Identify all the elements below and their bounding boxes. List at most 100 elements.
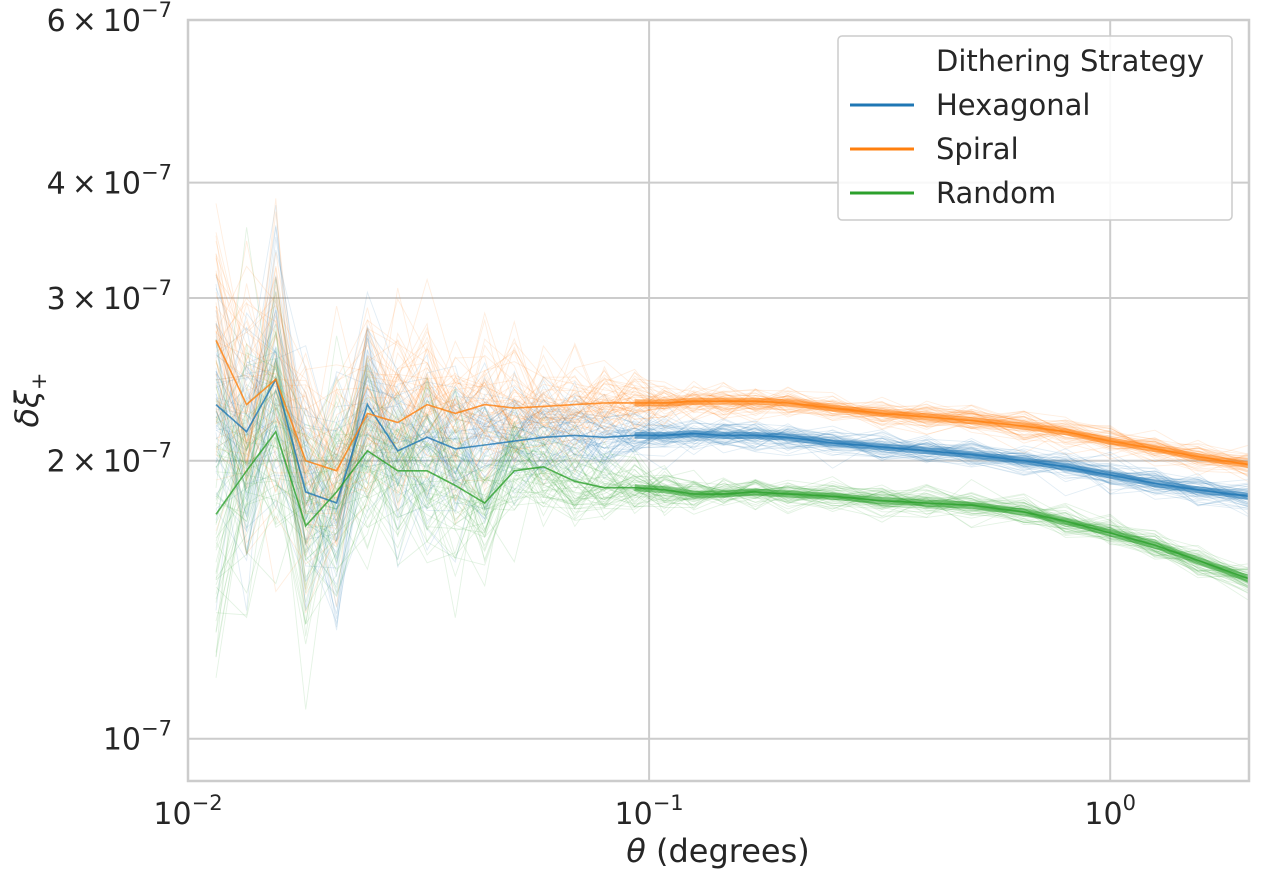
legend: Dithering Strategy Hexagonal Spiral Rand… — [837, 35, 1233, 221]
realization-line — [215, 360, 1249, 645]
realization-line — [215, 371, 1249, 505]
legend-label-hexagonal: Hexagonal — [936, 88, 1090, 122]
realization-line — [215, 405, 1249, 616]
x-tick-label: 10−2 — [153, 791, 222, 832]
realization-line — [215, 205, 1249, 612]
realization-line — [215, 320, 1249, 515]
series-line-spiral — [215, 339, 1249, 472]
legend-label-spiral: Spiral — [936, 132, 1019, 166]
realization-line — [215, 409, 1249, 633]
realization-line — [215, 389, 1249, 598]
realization-line — [215, 211, 1249, 487]
legend-box — [837, 35, 1233, 221]
series-line-hexagonal — [215, 377, 1249, 505]
realization-line — [215, 360, 1249, 531]
realization-line — [215, 322, 1249, 619]
realization-line — [215, 343, 1249, 466]
y-tick-label: 10−7 — [103, 717, 172, 758]
realization-line — [215, 254, 1249, 523]
realization-line — [215, 330, 1249, 478]
realization-line — [215, 283, 1249, 506]
realization-line — [215, 375, 1249, 530]
realization-line — [215, 326, 1249, 529]
realization-line — [215, 399, 1249, 588]
realization-line — [215, 375, 1249, 632]
y-axis-subscript: + — [27, 372, 51, 390]
realization-line — [215, 277, 1249, 485]
realization-line — [215, 323, 1249, 552]
realization-line — [215, 400, 1249, 603]
realization-line — [215, 305, 1249, 563]
realization-line — [215, 338, 1249, 490]
realization-line — [215, 312, 1249, 508]
y-axis-symbol: δξ — [8, 389, 46, 428]
realization-line — [215, 383, 1249, 586]
realization-line — [215, 365, 1249, 506]
y-tick-label: 2 × 10−7 — [47, 439, 172, 480]
realization-line — [215, 367, 1249, 583]
realization-line — [215, 360, 1249, 514]
x-axis-symbol: θ — [626, 832, 646, 870]
realization-line — [215, 343, 1249, 657]
realization-line — [215, 348, 1249, 540]
realizations-spiral — [215, 198, 1249, 614]
realization-line — [215, 320, 1249, 529]
realization-line — [215, 315, 1249, 476]
realization-line — [215, 297, 1249, 499]
x-axis-text: (degrees) — [656, 832, 810, 870]
realization-line — [215, 341, 1249, 494]
realization-line — [215, 266, 1249, 490]
legend-label-random: Random — [936, 176, 1056, 210]
realization-line — [215, 373, 1249, 584]
x-tick-label: 100 — [1084, 791, 1136, 832]
realization-line — [215, 390, 1249, 585]
y-tick-label: 3 × 10−7 — [47, 276, 172, 317]
realization-line — [215, 350, 1249, 511]
realization-line — [215, 346, 1249, 509]
realization-line — [215, 429, 1249, 570]
realization-line — [215, 273, 1249, 515]
realization-line — [215, 359, 1249, 595]
realization-line — [215, 198, 1249, 591]
x-axis-label: θ (degrees) — [626, 832, 810, 870]
realization-line — [215, 377, 1249, 542]
realization-line — [215, 270, 1249, 500]
realization-line — [215, 381, 1249, 501]
realization-line — [215, 432, 1249, 579]
legend-title: Dithering Strategy — [936, 44, 1204, 78]
realization-line — [215, 267, 1249, 532]
plot-frame — [186, 18, 1251, 783]
y-axis-label: δξ+ — [8, 372, 51, 427]
realization-line — [215, 258, 1249, 505]
realization-line — [215, 235, 1249, 505]
x-tick-label: 10−1 — [615, 791, 684, 832]
realization-line — [215, 425, 1249, 585]
realization-line — [215, 302, 1249, 544]
realization-line — [215, 357, 1249, 565]
realization-line — [215, 425, 1249, 583]
mean-lines — [215, 339, 1249, 583]
realization-line — [215, 455, 1249, 619]
realization-line — [215, 373, 1249, 496]
y-tick-labels: 10−7 2 × 10−7 3 × 10−7 4 × 10−7 6 × 10−7 — [47, 0, 172, 758]
realization-line — [215, 310, 1249, 521]
realization-line — [215, 283, 1249, 512]
realization-line — [215, 338, 1249, 585]
realization-line — [215, 467, 1249, 653]
series-line-random — [215, 429, 1249, 580]
y-tick-label: 6 × 10−7 — [47, 0, 172, 39]
realization-line — [215, 371, 1249, 496]
realization-line — [215, 252, 1249, 493]
realization-line — [215, 398, 1249, 581]
realization-line — [215, 236, 1249, 532]
realization-line — [215, 344, 1249, 469]
realization-line — [215, 373, 1249, 608]
realization-line — [215, 305, 1249, 488]
realization-line — [215, 291, 1249, 622]
realization-line — [215, 412, 1249, 589]
realization-line — [215, 226, 1249, 578]
realization-line — [215, 288, 1249, 625]
realization-line — [215, 256, 1249, 614]
x-tick-labels: 10−2 10−1 100 — [153, 791, 1136, 832]
